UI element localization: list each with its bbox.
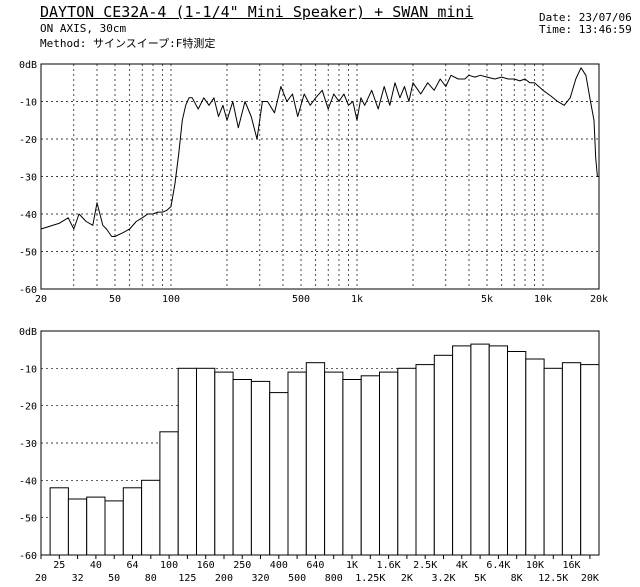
measurement-condition: ON AXIS, 30cm <box>40 22 127 35</box>
bar-chart-y-tick: -60 <box>19 551 37 562</box>
band-bar <box>580 364 600 556</box>
bar-chart-x-tick: 25 <box>53 560 65 571</box>
measurement-date: Date: 23/07/06 <box>539 11 632 24</box>
bar-chart-x-tick: 2K <box>401 573 413 584</box>
measurement-time: Time: 13:46:59 <box>539 23 632 36</box>
bar-chart-x-tick: 1.25K <box>355 573 385 584</box>
band-bar <box>250 380 271 556</box>
line-chart-frame <box>40 63 600 290</box>
band-bar <box>232 379 252 556</box>
band-bar <box>561 362 582 556</box>
bar-chart-x-tick: 64 <box>126 560 138 571</box>
bar-chart-x-tick: 16K <box>563 560 581 571</box>
bar-chart-x-tick: 125 <box>178 573 196 584</box>
line-chart-y-tick: -40 <box>19 210 37 221</box>
line-chart-x-tick: 50 <box>109 294 121 305</box>
bar-chart-x-tick: 1.6K <box>377 560 401 571</box>
bar-chart-x-tick: 4K <box>456 560 468 571</box>
bar-chart-x-tick: 12.5K <box>538 573 568 584</box>
bar-chart-x-tick: 40 <box>90 560 102 571</box>
band-bar <box>49 487 69 556</box>
line-chart-x-tick: 20 <box>35 294 47 305</box>
line-chart-x-tick: 20k <box>590 294 608 305</box>
bar-chart-x-tick: 500 <box>288 573 306 584</box>
bar-chart-x-tick: 8K <box>511 573 523 584</box>
band-bar <box>397 367 417 556</box>
band-bar <box>269 392 289 556</box>
bar-chart-y-tick: -20 <box>19 402 37 413</box>
band-bar <box>159 431 179 556</box>
band-bar <box>452 345 472 556</box>
band-bar <box>379 371 399 556</box>
band-bar <box>86 496 106 556</box>
measurement-method: Method: サインスイープ:F特測定 <box>40 37 216 50</box>
line-chart-y-tick: -20 <box>19 135 37 146</box>
line-chart-x-tick: 100 <box>162 294 180 305</box>
band-bar <box>196 367 216 556</box>
band-bar <box>214 371 234 556</box>
bar-chart-x-tick: 20K <box>581 573 599 584</box>
bar-chart-x-tick: 32 <box>72 573 84 584</box>
band-bar <box>342 379 362 556</box>
bar-chart-x-tick: 400 <box>270 560 288 571</box>
bar-chart-x-tick: 100 <box>160 560 178 571</box>
line-chart-y-tick: -30 <box>19 173 37 184</box>
band-bar <box>415 364 435 556</box>
band-bar <box>525 358 545 556</box>
line-chart-x-tick: 500 <box>292 294 310 305</box>
line-chart-y-tick: -50 <box>19 248 37 259</box>
chart-title: DAYTON CE32A-4 (1-1/4" Mini Speaker) + S… <box>40 3 474 21</box>
bar-chart-x-tick: 800 <box>325 573 343 584</box>
bar-chart-y-tick: -10 <box>19 364 37 375</box>
band-bar <box>122 487 143 556</box>
bar-chart-x-tick: 160 <box>197 560 215 571</box>
bar-chart-x-tick: 1K <box>346 560 358 571</box>
band-bar <box>470 343 490 556</box>
frequency-response-line <box>40 67 599 237</box>
bar-chart-y-tick: -30 <box>19 439 37 450</box>
bar-chart-x-tick: 6.4K <box>486 560 510 571</box>
line-chart-grid <box>40 64 600 289</box>
bar-chart-y-tick: 0dB <box>19 327 37 338</box>
bar-chart-x-tick: 640 <box>306 560 324 571</box>
line-chart-x-tick: 10k <box>534 294 552 305</box>
bar-chart-x-tick: 200 <box>215 573 233 584</box>
bar-chart-y-tick: -40 <box>19 476 37 487</box>
bar-chart-x-tick: 3.2K <box>431 573 455 584</box>
band-bar <box>543 367 563 556</box>
bar-chart-x-tick: 320 <box>252 573 270 584</box>
bar-chart-x-tick: 2.5K <box>413 560 437 571</box>
bar-chart-x-tick: 10K <box>526 560 544 571</box>
band-bar <box>324 371 344 556</box>
band-bar <box>507 351 527 556</box>
band-bar <box>305 362 326 556</box>
bar-chart-x-tick: 250 <box>233 560 251 571</box>
band-bar <box>141 479 161 556</box>
line-chart-y-tick: 0dB <box>19 60 37 71</box>
band-bar <box>360 375 381 556</box>
line-chart-x-tick: 5k <box>481 294 493 305</box>
band-bar <box>67 498 88 556</box>
band-bar <box>104 500 124 556</box>
band-bar <box>433 354 454 556</box>
bar-chart-y-tick: -50 <box>19 514 37 525</box>
band-bar <box>177 367 197 556</box>
bar-chart-x-tick: 80 <box>145 573 157 584</box>
line-chart-y-tick: -60 <box>19 285 37 296</box>
bar-chart-x-tick: 5K <box>474 573 486 584</box>
bar-chart-x-tick: 20 <box>35 573 47 584</box>
bar-chart-x-tick: 50 <box>108 573 120 584</box>
band-bar <box>287 371 307 556</box>
line-chart-y-tick: -10 <box>19 98 37 109</box>
line-chart-x-tick: 1k <box>351 294 363 305</box>
band-bar <box>488 345 509 556</box>
